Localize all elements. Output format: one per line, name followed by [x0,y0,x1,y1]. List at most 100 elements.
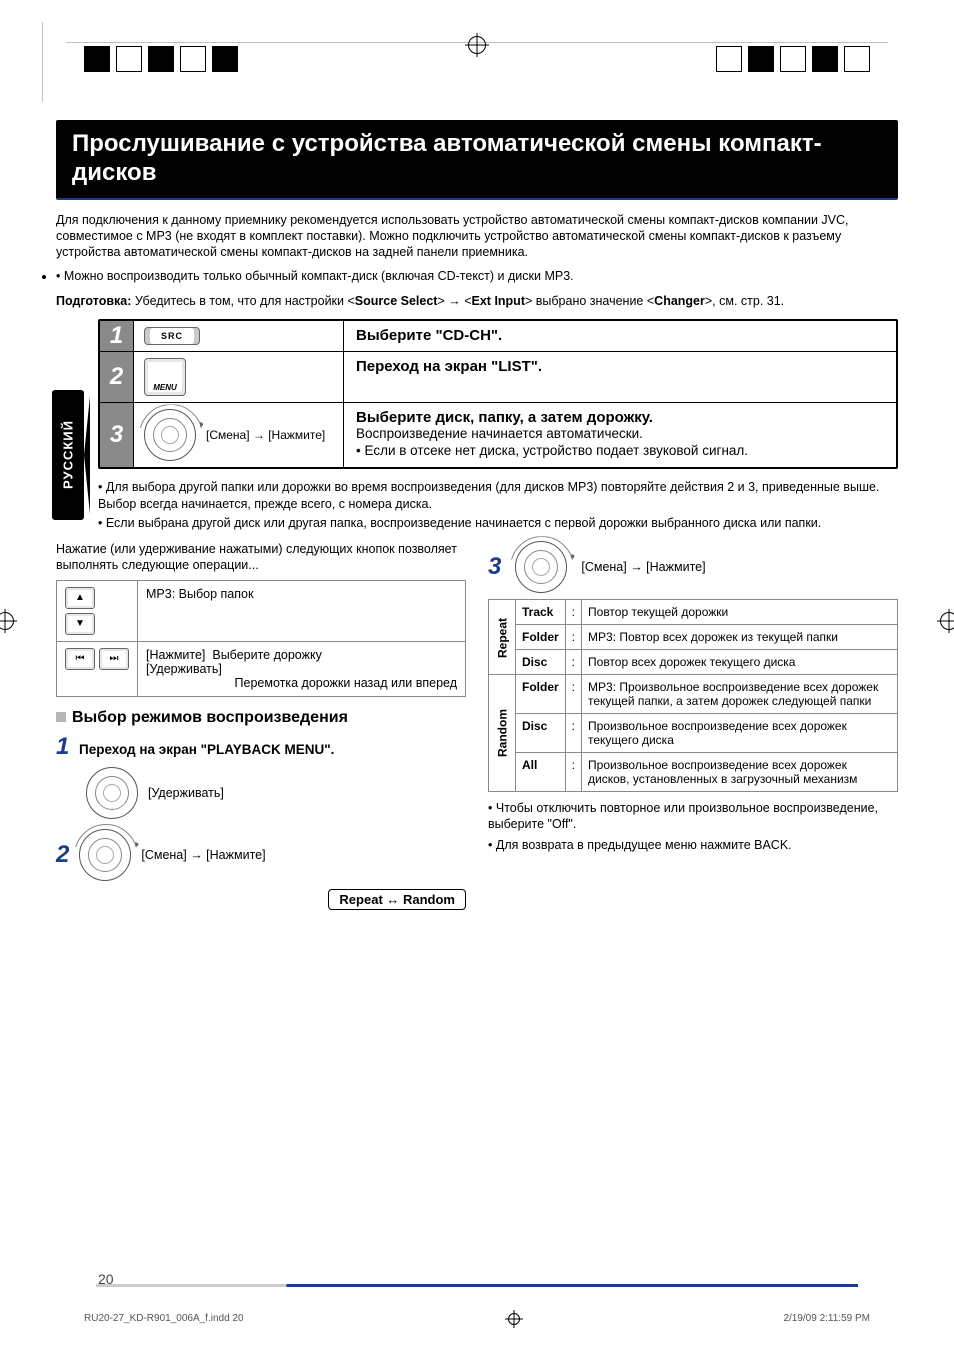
step-bullet: Если в отсеке нет диска, устройство пода… [356,443,884,458]
note-item: Если выбрана другой диск или другая папк… [98,515,898,531]
step-row: 1 SRC Выберите "CD-CH". [100,321,896,351]
footer-right: 2/19/09 2:11:59 PM [783,1313,870,1328]
step-number: 3 [100,403,134,467]
left-column: Нажатие (или удерживание нажатыми) следу… [56,541,466,910]
section-title: Прослушивание с устройства автоматическо… [56,120,898,200]
intro-paragraph: Для подключения к данному приемнику реко… [56,212,898,261]
right-notes: Чтобы отключить повторное или произвольн… [488,800,898,853]
step-number: 2 [56,841,69,869]
color-squares [716,46,870,72]
mode-desc: Произвольное воспроизведение всех дороже… [582,753,898,792]
page-number: 20 [98,1271,114,1287]
color-squares [84,46,238,72]
mode-label: Track [516,600,566,625]
dial-icon [86,767,138,819]
button-operations-table: ▲ ▼ MP3: Выбор папок ⏮ ⏭ [Нажмите] [56,580,466,697]
note-item: Чтобы отключить повторное или произвольн… [488,800,898,833]
step-button-cell: [Смена] → [Нажмите] [134,403,344,467]
page: РУССКИЙ Прослушивание с устройства автом… [0,0,954,1352]
prep-text: >, см. стр. 31. [705,294,784,308]
down-button-icon: ▼ [65,613,95,635]
dial-caption: [Смена] → [Нажмите] [206,428,325,442]
intro-bullet: Можно воспроизводить только обычный комп… [56,268,898,284]
mode-desc: MP3: Повтор всех дорожек из текущей папк… [582,625,898,650]
pb-step-3: 3 [Смена] → [Нажмите] [488,541,898,593]
hold-intro: Нажатие (или удерживание нажатыми) следу… [56,541,466,574]
mode-desc: Повтор текущей дорожки [582,600,898,625]
playback-modes-title: Выбор режимов воспроизведения [72,709,348,726]
mode-label: Disc [516,714,566,753]
print-registration-marks [56,32,898,96]
up-button-icon: ▲ [65,587,95,609]
step-heading: Выберите "CD-CH". [356,327,502,344]
mode-label: Folder [516,625,566,650]
playback-mode-table: Repeat Track : Повтор текущей дорожки Fo… [488,599,898,792]
pb-step-1: 1 Переход на экран "PLAYBACK MENU". [Уде… [56,733,466,819]
steps-table: 1 SRC Выберите "CD-CH". 2 MENU Переход н… [98,319,898,469]
page-footer-bar: 20 [96,1284,858,1290]
button-icon-cell: ▲ ▼ [57,580,138,641]
registration-icon [0,612,14,630]
step-row: 3 [Смена] → [Нажмите] Выберите диск, пап… [100,402,896,467]
hold-action: Перемотка дорожки назад или вперед [146,676,457,690]
right-column: 3 [Смена] → [Нажмите] Repeat Track : Пов… [488,541,898,910]
operation-text: MP3: Выбор папок [138,580,466,641]
prep-source-select: Source Select [355,294,438,308]
step-number: 3 [488,553,501,581]
operation-text: [Нажмите] Выберите дорожку [Удерживать] … [138,641,466,696]
preparation-note: Подготовка: Убедитесь в том, что для нас… [56,293,898,310]
step-row: 2 MENU Переход на экран "LIST". [100,351,896,402]
press-label: [Нажмите] [146,648,205,662]
registration-icon [468,36,486,54]
note-item: Для возврата в предыдущее меню нажмите B… [488,837,898,853]
dial-icon [144,409,196,461]
pb-step-text: Переход на экран "PLAYBACK MENU". [79,742,334,757]
prep-text: > выбрано значение < [525,294,654,308]
dial-icon [79,829,131,881]
button-icon-cell: ⏮ ⏭ [57,641,138,696]
prep-arrow: > → < [437,294,471,308]
step-button-cell: SRC [134,321,344,351]
note-item: Для выбора другой папки или дорожки во в… [98,479,898,512]
step-heading: Выберите диск, папку, а затем дорожку. [356,409,884,426]
footer-left: RU20-27_KD-R901_006A_f.indd 20 [84,1313,244,1328]
prep-changer: Changer [654,294,705,308]
after-steps-notes: Для выбора другой папки или дорожки во в… [98,479,898,531]
repeat-random-pill: Repeat ↔ Random [328,889,466,910]
pb-step-2: 2 [Смена] → [Нажмите] Repeat ↔ Random [56,829,466,910]
mode-desc: Произвольное воспроизведение всех дороже… [582,714,898,753]
title-text: Прослушивание с устройства автоматическо… [72,130,882,188]
group-random: Random [489,675,516,792]
dial-icon [515,541,567,593]
hold-caption: [Удерживать] [148,786,224,800]
step-text: Переход на экран "LIST". [344,352,896,402]
step-button-cell: MENU [134,352,344,402]
prep-label: Подготовка: [56,294,131,308]
mode-label: Folder [516,675,566,714]
step-line: Воспроизведение начинается автоматически… [356,426,884,441]
mode-label: Disc [516,650,566,675]
group-repeat: Repeat [489,600,516,675]
hold-label: [Удерживать] [146,662,222,676]
press-action: Выберите дорожку [212,648,321,662]
step-number: 1 [100,321,134,351]
crop-mark [42,22,43,102]
print-footer: RU20-27_KD-R901_006A_f.indd 20 2/19/09 2… [84,1313,870,1328]
dial-caption: [Смена] → [Нажмите] [581,560,705,574]
prep-text: Убедитесь в том, что для настройки < [131,294,354,308]
step-text: Выберите диск, папку, а затем дорожку. В… [344,403,896,467]
registration-icon [508,1313,520,1328]
language-tab: РУССКИЙ [52,390,84,520]
mode-desc: MP3: Произвольное воспроизведение всех д… [582,675,898,714]
prev-track-icon: ⏮ [65,648,95,670]
sep: : [565,600,581,625]
mode-desc: Повтор всех дорожек текущего диска [582,650,898,675]
src-button-icon: SRC [144,327,200,345]
prep-ext-input: Ext Input [472,294,525,308]
registration-icon [940,612,954,630]
mode-label: All [516,753,566,792]
intro-bullet-list: Можно воспроизводить только обычный комп… [56,268,898,284]
step-text: Выберите "CD-CH". [344,321,896,351]
step-number: 2 [100,352,134,402]
step-number: 1 [56,733,69,760]
